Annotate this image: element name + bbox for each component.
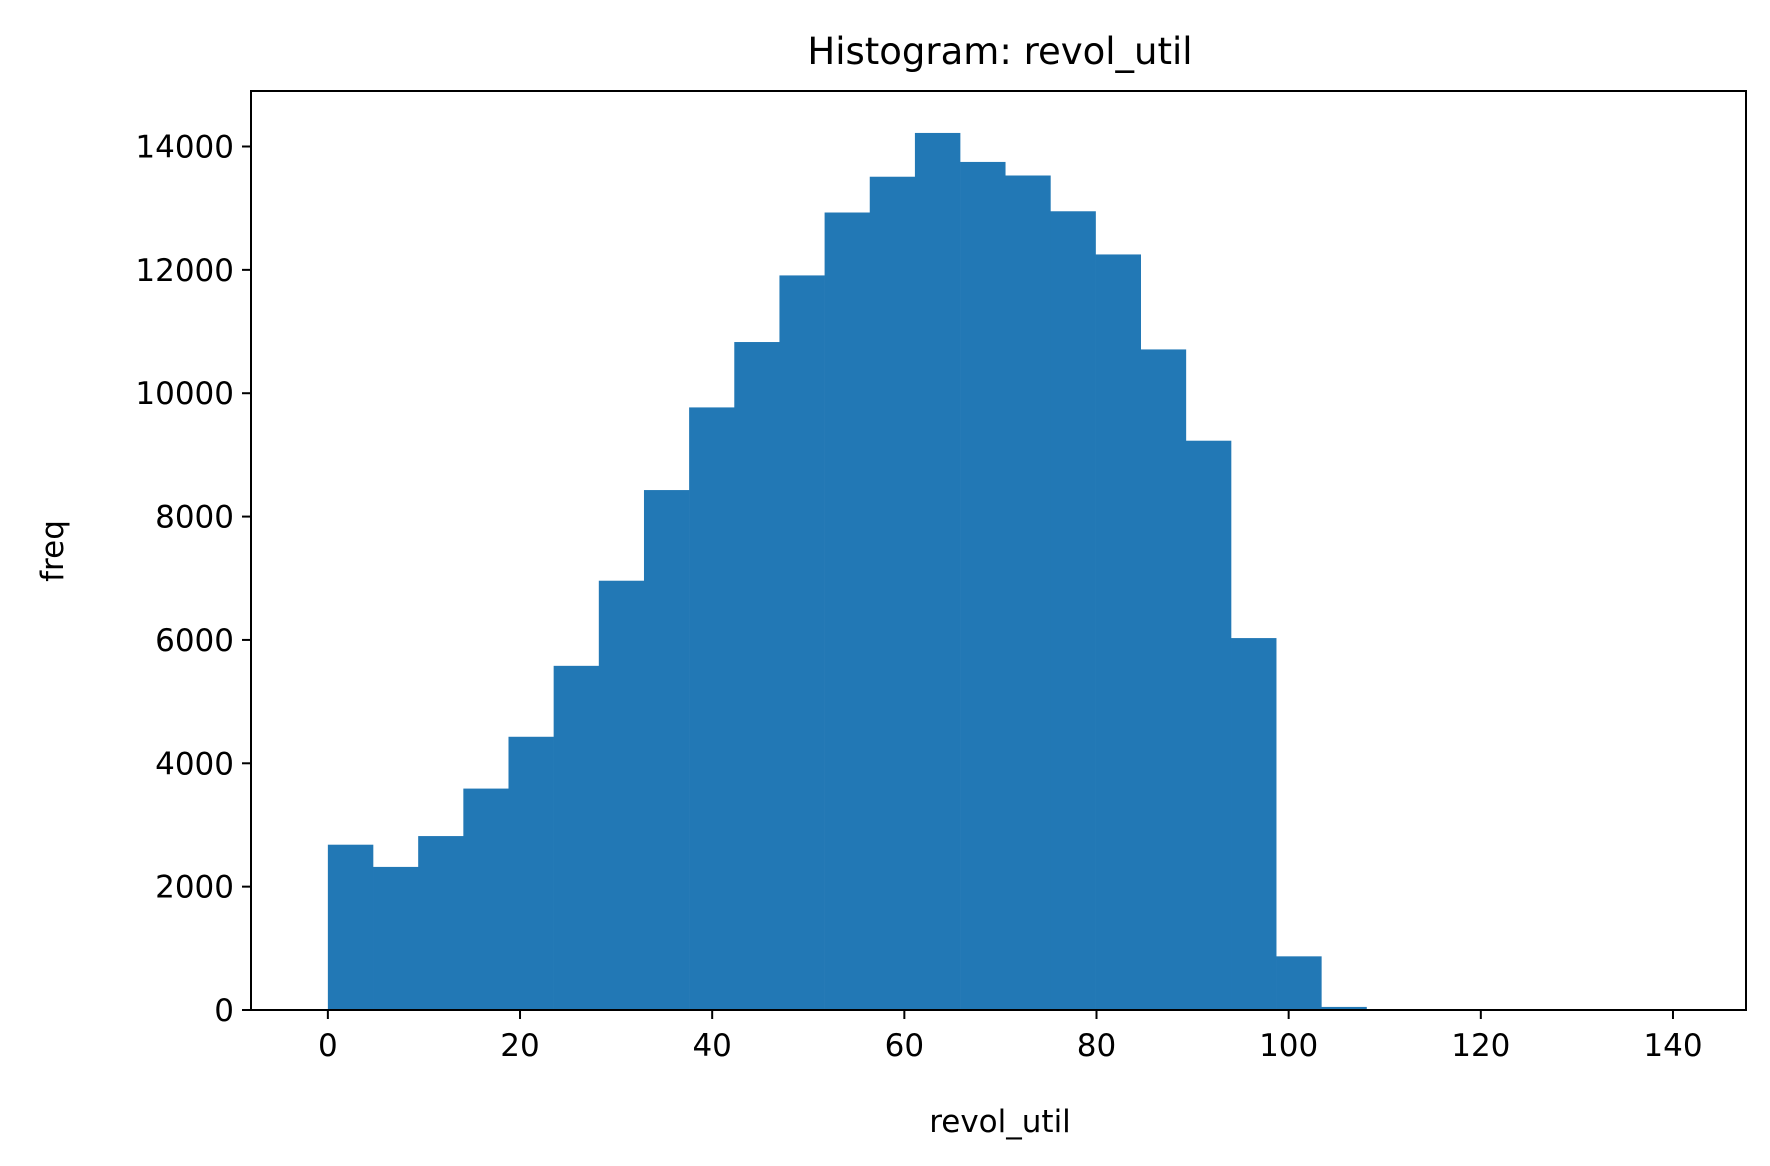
x-tick-label: 100 xyxy=(1259,1028,1318,1064)
histogram-bar xyxy=(1050,211,1096,1010)
histogram-bar xyxy=(373,866,419,1010)
bars-group xyxy=(327,132,1367,1011)
histogram-bar xyxy=(643,490,690,1010)
y-tick-label: 12000 xyxy=(135,253,234,289)
histogram-bar xyxy=(1140,349,1187,1010)
y-tick-label: 10000 xyxy=(135,376,234,412)
histogram-bar xyxy=(598,580,645,1010)
histogram-bar xyxy=(1095,254,1141,1010)
x-tick-label: 60 xyxy=(885,1028,924,1064)
histogram-bar xyxy=(914,132,961,1010)
x-axis-ticks: 0 20 40 60 80 100 120 140 xyxy=(318,1010,1703,1064)
x-tick-label: 0 xyxy=(318,1028,338,1064)
y-tick-label: 4000 xyxy=(155,746,234,782)
histogram-bar xyxy=(463,788,509,1010)
x-axis-label: revol_util xyxy=(929,1104,1071,1140)
x-tick-label: 80 xyxy=(1077,1028,1116,1064)
histogram-bar xyxy=(1185,440,1232,1011)
y-tick-label: 8000 xyxy=(155,500,234,536)
chart-title: Histogram: revol_util xyxy=(807,30,1192,73)
histogram-bar xyxy=(418,836,464,1010)
y-axis-ticks: 0 2000 4000 6000 8000 10000 12000 14000 xyxy=(135,130,251,1029)
y-tick-label: 14000 xyxy=(135,130,234,166)
y-tick-label: 6000 xyxy=(155,623,234,659)
plot-frame xyxy=(250,90,1747,1011)
histogram-bar xyxy=(553,665,600,1010)
x-tick-label: 120 xyxy=(1451,1028,1510,1064)
x-tick-label: 20 xyxy=(500,1028,539,1064)
histogram-bar xyxy=(508,736,554,1010)
histogram-bar xyxy=(1321,1006,1367,1010)
y-tick-label: 2000 xyxy=(155,870,234,906)
histogram-bar xyxy=(779,275,825,1010)
histogram-bar xyxy=(869,176,916,1011)
x-tick-label: 140 xyxy=(1643,1028,1702,1064)
histogram-bar xyxy=(1005,175,1051,1010)
histogram-bar xyxy=(689,407,735,1010)
histogram-bar xyxy=(1231,638,1277,1010)
x-tick-label: 40 xyxy=(692,1028,731,1064)
histogram-bar xyxy=(1276,956,1322,1010)
histogram-bar xyxy=(734,342,780,1010)
histogram-bar xyxy=(327,844,374,1010)
y-axis-label: freq xyxy=(35,520,71,582)
histogram-bar xyxy=(960,161,1006,1010)
histogram-bar xyxy=(824,212,871,1010)
y-tick-label: 0 xyxy=(214,993,234,1029)
